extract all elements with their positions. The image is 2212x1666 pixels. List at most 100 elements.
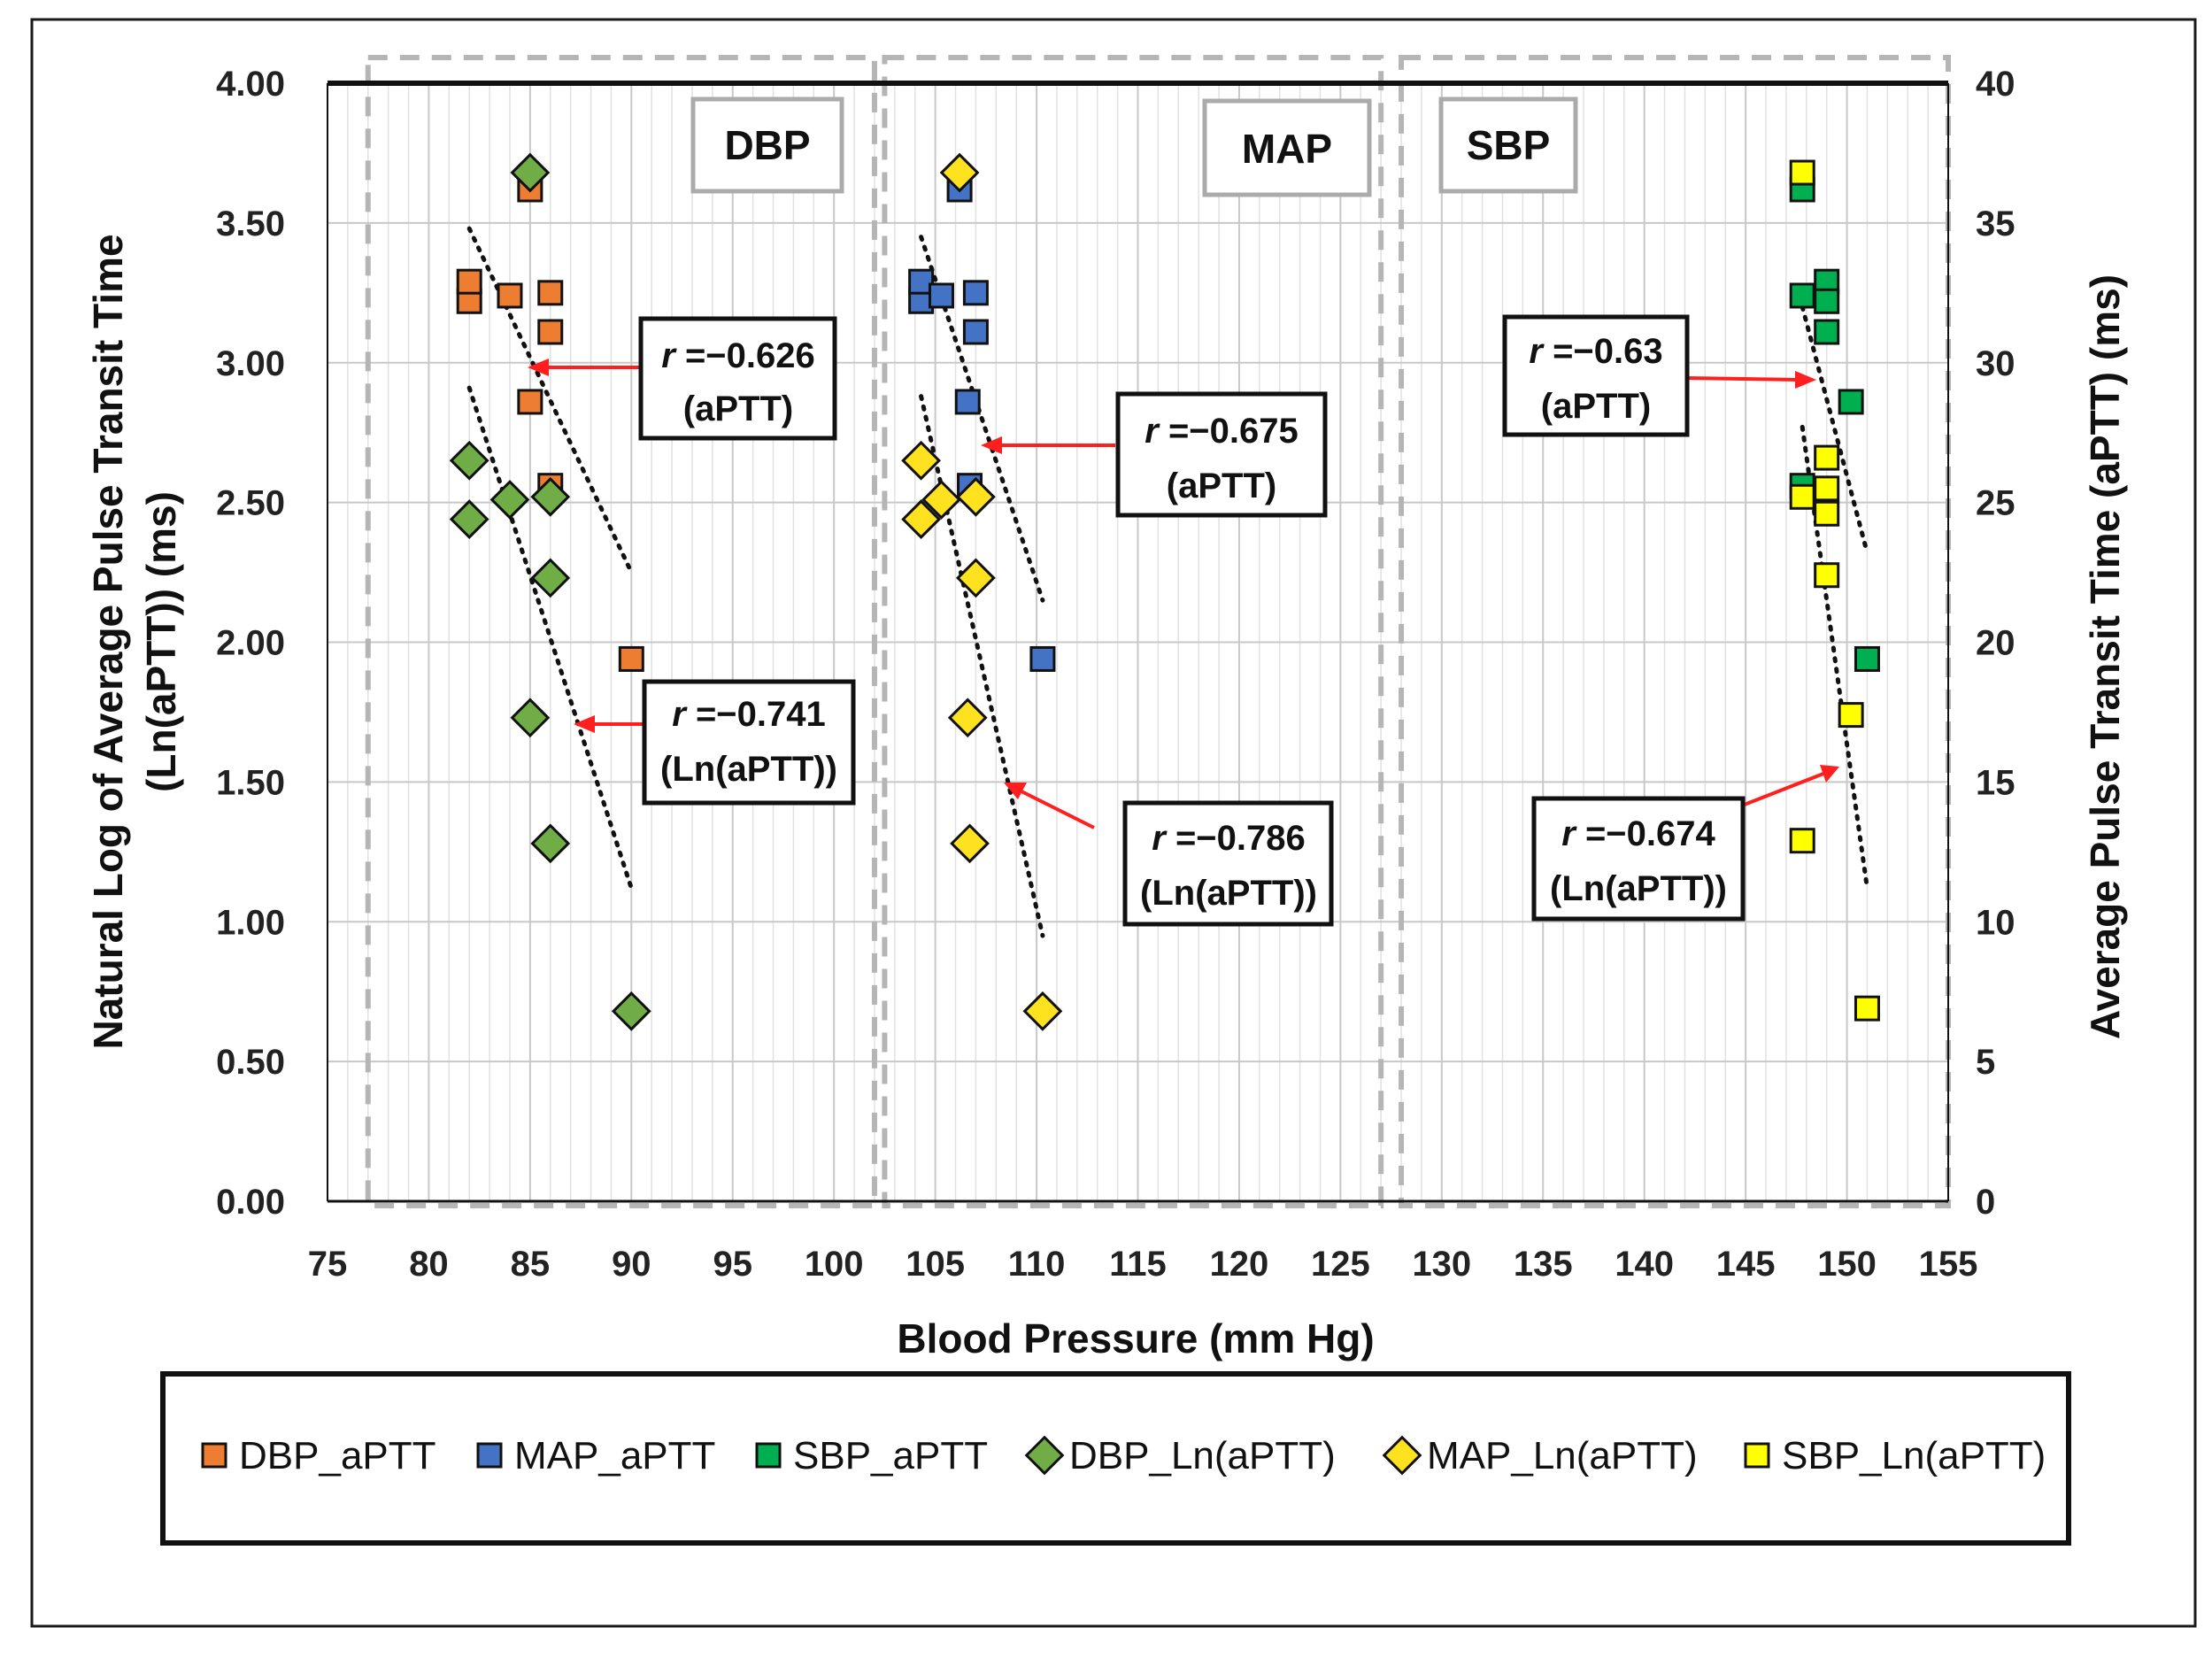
trendline (919, 394, 1045, 938)
data-point-dbp-ln-aptt (611, 991, 651, 1031)
annotation-dbp-ln-value: =−0.741 (696, 695, 826, 734)
arrow-sbp-ln (1741, 772, 1824, 807)
trendline (466, 226, 634, 575)
data-point-dbp-ln-aptt (510, 698, 551, 738)
data-point-dbp-ln-aptt (530, 823, 571, 864)
data-point-sbp-ln-aptt (1814, 562, 1840, 589)
annotation-map-aptt-label: (aPTT) (1167, 467, 1276, 505)
arrow-sbp-aptt-head (1795, 371, 1816, 389)
y-axis-left-title-line1: Natural Log of Average Pulse Transit Tim… (85, 234, 131, 1049)
svg-text:r =−0.786: r =−0.786 (1152, 819, 1306, 858)
y-left-tick-label: 0.50 (216, 1043, 285, 1082)
region-label-dbp-text: DBP (724, 122, 810, 168)
annotation-sbp-aptt-r: r (1529, 332, 1545, 371)
annotation-dbp-aptt-value: =−0.626 (685, 336, 815, 375)
y-right-tick-label: 15 (1976, 763, 2015, 802)
y-left-tick-label: 0.00 (216, 1183, 285, 1222)
x-tick-label: 120 (1210, 1245, 1269, 1284)
annotation-dbp-aptt-label: (aPTT) (683, 390, 793, 428)
data-point-map-aptt (1029, 645, 1056, 672)
data-point-dbp-ln-aptt (449, 440, 489, 481)
legend-item-map-aptt-marker (476, 1442, 503, 1469)
tick-layer: 75 80 85 90 95 100 105 110 115 120 125 130 135 140 145… (216, 65, 2015, 1284)
legend-item-sbp-aptt-label: SBP_aPTT (793, 1434, 988, 1477)
annotation-map-ln-r: r (1152, 819, 1168, 858)
annotation-sbp-ln: r =−0.674 (Ln(aPTT)) (1531, 796, 1746, 922)
annotation-sbp-aptt-label: (aPTT) (1541, 387, 1651, 426)
region-label-map: MAP (1202, 98, 1372, 197)
legend-item-sbp-ln-aptt-label: SBP_Ln(aPTT) (1782, 1434, 2046, 1477)
annotation-map-ln-label: (Ln(aPTT)) (1140, 874, 1317, 913)
x-tick-label: 90 (612, 1245, 651, 1284)
region-label-sbp: SBP (1438, 96, 1578, 194)
legend-item-map-ln-aptt-label: MAP_Ln(aPTT) (1427, 1434, 1698, 1477)
y-right-tick-label: 35 (1976, 204, 2015, 243)
y-right-tick-label: 5 (1976, 1043, 1995, 1082)
data-point-dbp-aptt (618, 645, 644, 672)
data-point-dbp-ln-aptt (489, 480, 530, 520)
data-point-sbp-aptt (1814, 288, 1840, 314)
data-point-map-aptt (962, 319, 989, 345)
y-axis-left-title-line2: (Ln(aPTT)) (ms) (138, 491, 184, 792)
data-point-map-ln-aptt (1022, 991, 1063, 1031)
data-point-sbp-ln-aptt (1814, 444, 1840, 471)
legend-item-dbp-aptt-label: DBP_aPTT (239, 1434, 436, 1477)
data-point-map-ln-aptt (901, 499, 942, 539)
annotation-sbp-ln-value: =−0.674 (1585, 814, 1716, 853)
arrow-dbp-aptt-head (528, 359, 549, 376)
legend-item-map-aptt-label: MAP_aPTT (514, 1434, 715, 1477)
annotation-dbp-ln: r =−0.741 (Ln(aPTT)) (642, 679, 856, 806)
grid-layer (327, 82, 1949, 1201)
data-point-sbp-ln-aptt (1789, 828, 1815, 854)
data-point-sbp-ln-aptt (1814, 500, 1840, 527)
x-tick-label: 150 (1817, 1245, 1877, 1284)
x-tick-label: 110 (1008, 1245, 1066, 1284)
data-point-map-ln-aptt (955, 558, 996, 598)
data-point-map-ln-aptt (947, 698, 988, 738)
point-layer (449, 152, 1880, 1031)
trendline (466, 385, 634, 891)
data-point-dbp-aptt (537, 280, 564, 306)
annotation-arrows (528, 359, 1839, 829)
data-point-sbp-aptt (1838, 389, 1864, 415)
x-tick-label: 100 (805, 1245, 864, 1284)
data-point-map-ln-aptt (955, 476, 996, 517)
svg-text:r =−0.63: r =−0.63 (1529, 332, 1662, 371)
arrow-sbp-aptt (1686, 376, 1800, 382)
legend: DBP_aPTT MAP_aPTT SBP_aPTT DBP_Ln(aPTT) MAP_… (201, 1434, 2046, 1477)
data-point-dbp-aptt (497, 282, 523, 309)
annotation-map-ln-value: =−0.786 (1175, 819, 1306, 858)
annotation-map-aptt-r: r (1145, 412, 1160, 451)
data-point-map-aptt (954, 389, 981, 415)
x-tick-label: 140 (1615, 1245, 1674, 1284)
trendline (1800, 305, 1869, 555)
y-right-tick-label: 30 (1976, 344, 2015, 383)
data-point-dbp-ln-aptt (530, 476, 571, 517)
legend-item-dbp-ln-aptt-label: DBP_Ln(aPTT) (1069, 1434, 1336, 1477)
data-point-map-ln-aptt (950, 823, 990, 864)
y-axis-right-title: Average Pulse Transit Time (aPTT) (ms) (2082, 274, 2128, 1039)
data-point-sbp-ln-aptt (1789, 483, 1815, 510)
arrow-map-aptt-head (981, 436, 1002, 454)
region-label-dbp: DBP (690, 96, 844, 194)
arrow-dbp-ln-head (574, 715, 595, 733)
y-right-tick-label: 10 (1976, 903, 2015, 942)
x-axis-title: Blood Pressure (mm Hg) (897, 1315, 1374, 1361)
svg-text:r =−0.675: r =−0.675 (1145, 412, 1299, 451)
annotation-sbp-ln-r: r (1561, 814, 1577, 853)
data-point-dbp-aptt (537, 319, 564, 345)
y-right-tick-label: 25 (1976, 484, 2015, 523)
x-tick-label: 95 (713, 1245, 753, 1284)
y-left-tick-label: 2.50 (216, 484, 285, 523)
data-point-dbp-ln-aptt (510, 152, 551, 193)
data-point-sbp-ln-aptt (1838, 702, 1864, 729)
svg-text:r =−0.626: r =−0.626 (661, 336, 815, 375)
annotation-dbp-ln-label: (Ln(aPTT)) (660, 750, 837, 789)
data-point-map-aptt (928, 282, 954, 309)
legend-item-dbp-ln-aptt-marker (1024, 1435, 1065, 1476)
region-box-map (882, 55, 1384, 1208)
x-tick-label: 125 (1311, 1245, 1370, 1284)
annotation-sbp-ln-label: (Ln(aPTT)) (1550, 869, 1727, 908)
x-tick-label: 105 (906, 1245, 965, 1284)
